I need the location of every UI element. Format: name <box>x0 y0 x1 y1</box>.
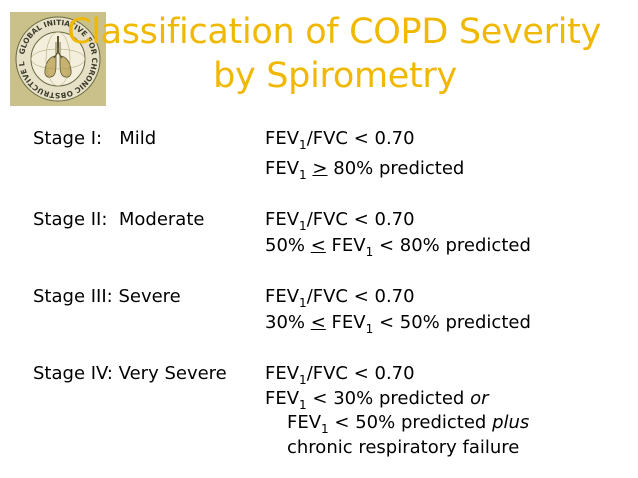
stage-3-criterion-2: 30% < FEV1 < 50% predicted <box>265 312 531 336</box>
stage-2-criterion-2: 50% < FEV1 < 80% predicted <box>265 235 531 259</box>
title-line-1: Classification of COPD Severity <box>67 12 601 52</box>
stage-1-criterion-2: FEV1 > 80% predicted <box>265 158 465 182</box>
stage-2-criterion-1: FEV1/FVC < 0.70 <box>265 209 415 233</box>
stage-4-criterion-1: FEV1/FVC < 0.70 <box>265 363 415 387</box>
stage-1-criterion-1: FEV1/FVC < 0.70 <box>265 128 415 152</box>
title-line-2: by Spirometry <box>213 56 457 96</box>
stage-3-criterion-1: FEV1/FVC < 0.70 <box>265 286 415 310</box>
stage-4-label: Stage IV: Very Severe <box>33 363 227 384</box>
stage-3-label: Stage III: Severe <box>33 286 181 307</box>
stage-4-criterion-2: FEV1 < 30% predicted or <box>265 388 489 412</box>
stage-2-label: Stage II: Moderate <box>33 209 205 230</box>
gold-logo: GLOBAL INITIATIVE FOR CHRONIC OBSTRUCTIV… <box>10 12 106 106</box>
page-title: Classification of COPD Severity by Spiro… <box>0 10 638 98</box>
stage-4-criterion-3: FEV1 < 50% predicted plus <box>287 412 530 436</box>
gold-logo-graphic: GLOBAL INITIATIVE FOR CHRONIC OBSTRUCTIV… <box>10 12 101 102</box>
stage-1-label: Stage I: Mild <box>33 128 157 149</box>
stage-4-criterion-4: chronic respiratory failure <box>287 437 520 458</box>
